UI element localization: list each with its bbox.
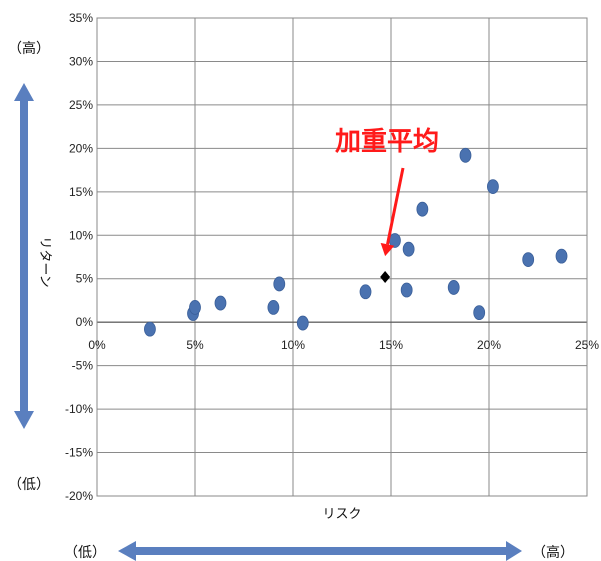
- x-tick-label: 25%: [575, 338, 599, 352]
- data-point: [447, 280, 460, 295]
- x-tick-label: 10%: [281, 338, 305, 352]
- risk-high-label: （高）: [532, 544, 574, 561]
- y-tick-label: 10%: [69, 228, 93, 242]
- data-point: [416, 201, 429, 217]
- data-point: [400, 282, 413, 298]
- grid-lines: [96, 17, 588, 497]
- x-tick-label: 15%: [379, 338, 403, 352]
- data-point: [555, 248, 568, 264]
- y-tick-label: 0%: [76, 315, 94, 329]
- risk-low-label: （低）: [64, 545, 106, 561]
- data-point: [487, 179, 499, 195]
- data-points: [144, 147, 568, 337]
- data-point: [402, 241, 415, 257]
- data-point: [522, 252, 535, 268]
- y-tick-label: 35%: [69, 11, 93, 25]
- data-point: [144, 321, 156, 337]
- x-axis-title: リスク: [322, 507, 361, 522]
- y-tick-label: 20%: [69, 141, 93, 155]
- data-point: [267, 300, 280, 315]
- data-point: [214, 295, 227, 311]
- weighted-average-label: 加重平均: [335, 127, 439, 157]
- plot-border: [96, 17, 588, 497]
- data-point: [189, 300, 201, 315]
- y-tick-label: 5%: [76, 272, 94, 286]
- return-high-label: （高）: [8, 40, 50, 57]
- y-axis-title: リターン: [37, 236, 52, 287]
- return-low-label: （低）: [8, 477, 50, 493]
- data-point: [459, 147, 472, 163]
- y-tick-label: -5%: [72, 359, 94, 373]
- weighted-average-point: [380, 270, 391, 283]
- x-tick-label: 0%: [88, 338, 106, 352]
- y-tick-label: 15%: [69, 185, 93, 199]
- y-tick-label: -20%: [65, 489, 93, 503]
- return-double-arrow: [14, 83, 34, 429]
- data-point: [273, 276, 286, 292]
- x-tick-label: 5%: [186, 338, 204, 352]
- y-tick-label: -10%: [65, 402, 93, 416]
- y-tick-label: 25%: [69, 98, 93, 112]
- x-tick-labels: 0% 5% 10% 15% 20% 25%: [88, 338, 599, 352]
- y-tick-label: 30%: [69, 54, 93, 68]
- y-tick-labels: 35% 30% 25% 20% 15% 10% 5% 0% -5% -10% -15% -20%: [65, 11, 93, 503]
- risk-double-arrow: [118, 541, 522, 561]
- weighted-average-arrowhead: [380, 242, 395, 257]
- x-tick-label: 20%: [477, 338, 501, 352]
- y-tick-label: -15%: [65, 446, 93, 460]
- weighted-average-arrow: [386, 167, 405, 245]
- data-point: [359, 284, 372, 300]
- data-point: [473, 305, 486, 321]
- data-point: [296, 315, 309, 331]
